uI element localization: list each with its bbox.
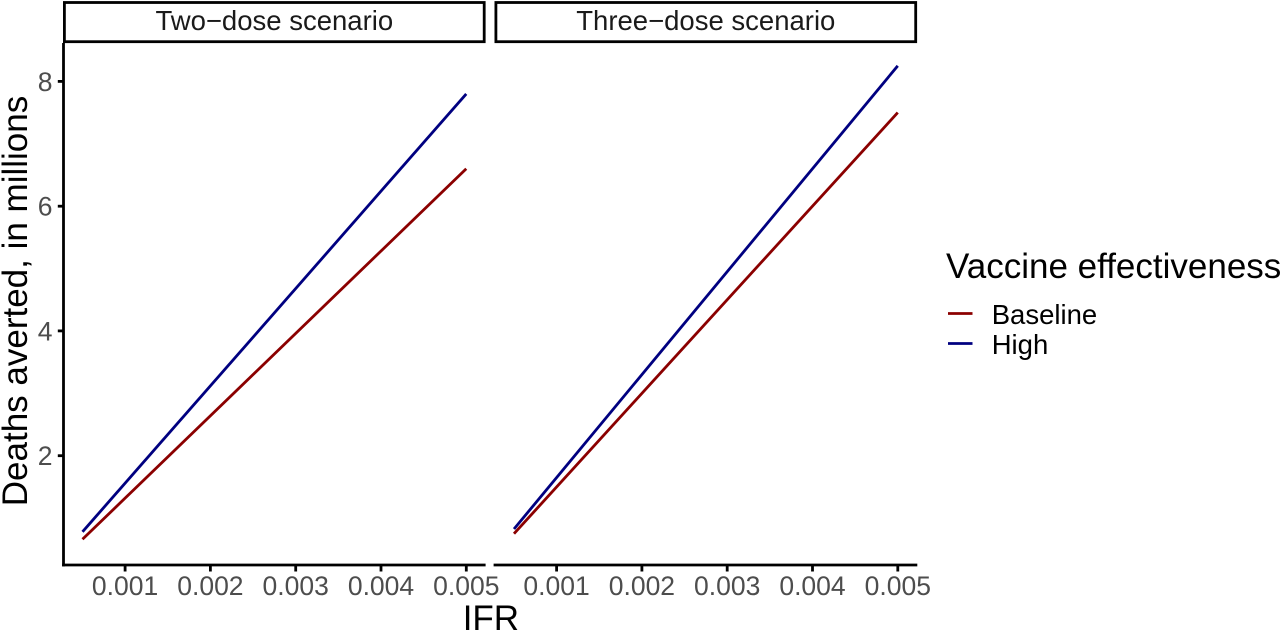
svg-text:Deaths averted, in millions: Deaths averted, in millions [0, 96, 35, 506]
svg-text:0.001: 0.001 [92, 571, 158, 601]
svg-text:0.004: 0.004 [779, 571, 845, 601]
svg-text:0.003: 0.003 [263, 571, 329, 601]
svg-text:0.002: 0.002 [609, 571, 675, 601]
svg-text:Three−dose scenario: Three−dose scenario [576, 5, 835, 36]
svg-text:Baseline: Baseline [992, 299, 1097, 330]
svg-text:8: 8 [38, 67, 53, 97]
svg-text:IFR: IFR [463, 599, 519, 632]
svg-text:0.003: 0.003 [694, 571, 760, 601]
svg-text:0.001: 0.001 [523, 571, 589, 601]
svg-text:Vaccine effectiveness: Vaccine effectiveness [946, 247, 1280, 286]
svg-text:0.005: 0.005 [433, 571, 499, 601]
svg-text:High: High [992, 329, 1049, 360]
svg-text:Two−dose scenario: Two−dose scenario [155, 5, 393, 36]
svg-text:4: 4 [38, 316, 53, 346]
svg-text:0.005: 0.005 [865, 571, 931, 601]
svg-text:6: 6 [38, 192, 53, 222]
svg-text:2: 2 [38, 441, 53, 471]
svg-text:0.002: 0.002 [177, 571, 243, 601]
svg-text:0.004: 0.004 [348, 571, 414, 601]
